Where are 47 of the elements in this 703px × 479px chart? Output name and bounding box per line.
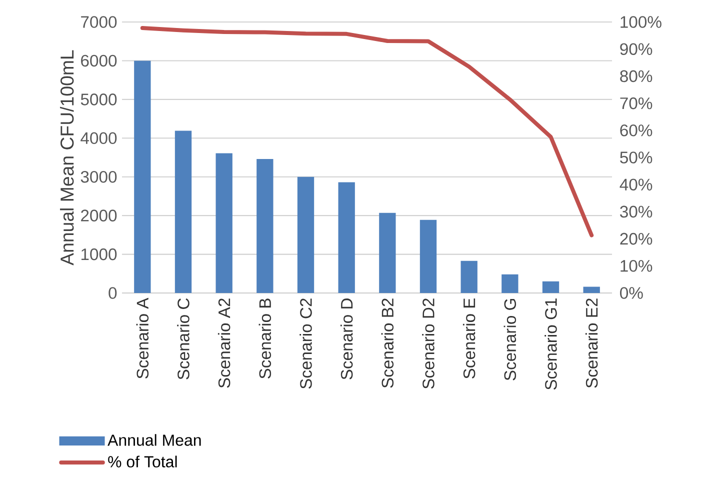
x-tick-label: Scenario E <box>462 298 476 378</box>
y2-tick-label: 50% <box>620 152 652 164</box>
x-tick-label: Scenario D2 <box>422 298 434 389</box>
bar <box>134 60 151 293</box>
x-tick-label: Scenario B <box>258 298 272 378</box>
bar <box>583 286 600 293</box>
bar <box>297 176 314 293</box>
y2-tick-label: 80% <box>620 70 652 82</box>
x-tick-label: Scenario B2 <box>381 298 394 388</box>
y2-tick-label: 0% <box>620 287 643 299</box>
x-tick-label: Scenario G <box>504 298 516 380</box>
y-tick-label: 7000 <box>81 16 117 28</box>
y-tick-label: 2000 <box>81 210 117 222</box>
y-tick-label: 4000 <box>80 132 117 144</box>
legend-label: % of Total <box>108 456 177 468</box>
x-tick-label: Scenario D <box>340 298 353 380</box>
x-tick-label: Scenario C <box>177 298 190 380</box>
y-tick-label: 6000 <box>81 54 117 67</box>
y-tick-label: 3000 <box>80 170 117 183</box>
y-tick-label: 5000 <box>80 94 117 106</box>
x-tick-label: Scenario G1 <box>544 298 557 390</box>
y2-tick-label: 20% <box>620 232 652 245</box>
y2-tick-label: 40% <box>620 178 652 191</box>
legend-label: Annual Mean <box>108 434 201 446</box>
bar <box>338 182 355 293</box>
line-series <box>140 26 594 238</box>
bar <box>379 212 396 293</box>
x-tick-label: Scenario C2 <box>300 298 312 389</box>
y2-tick-label: 100% <box>620 16 662 28</box>
y-tick-label: 0 <box>108 287 117 299</box>
y-axis-title: Annual Mean CFU/100mL <box>60 50 74 266</box>
bar <box>460 260 478 293</box>
bar <box>256 159 274 293</box>
bar <box>542 281 560 293</box>
y2-tick-label: 90% <box>620 43 652 56</box>
x-tick-label: Scenario E2 <box>585 298 598 388</box>
y2-tick-label: 70% <box>620 97 652 110</box>
y2-tick-label: 60% <box>620 124 652 136</box>
y2-tick-label: 30% <box>620 206 652 218</box>
x-tick-label: Scenario A <box>136 298 149 378</box>
y-tick-label: 1000 <box>81 248 117 260</box>
y2-tick-label: 10% <box>620 260 652 272</box>
bar <box>502 274 518 293</box>
bar <box>174 130 192 293</box>
x-tick-label: Scenario A2 <box>218 298 230 388</box>
bar <box>216 153 232 293</box>
bar <box>420 220 437 293</box>
